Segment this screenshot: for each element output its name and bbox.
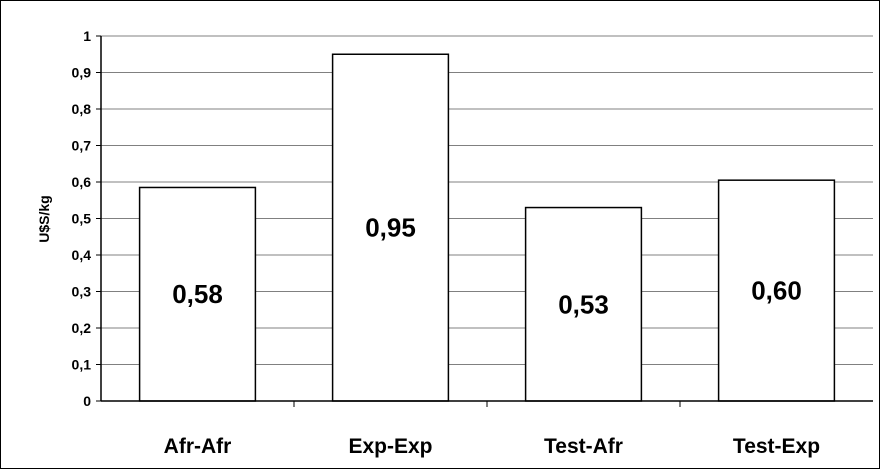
y-tick-label: 1 bbox=[83, 28, 91, 44]
y-tick-label: 0 bbox=[83, 393, 91, 409]
y-axis-title: U$S/kg bbox=[36, 195, 52, 242]
data-label: 0,60 bbox=[751, 276, 802, 306]
x-category-label: Exp-Exp bbox=[348, 435, 432, 458]
axes bbox=[96, 35, 873, 407]
y-tick-label: 0,7 bbox=[72, 138, 92, 154]
data-label: 0,53 bbox=[558, 289, 609, 319]
bar-afr-afr bbox=[138, 186, 257, 402]
x-category-label: Test-Afr bbox=[544, 435, 623, 458]
y-tick-label: 0,4 bbox=[72, 247, 92, 263]
y-tick-label: 0,2 bbox=[72, 320, 92, 336]
y-tick-label: 0,9 bbox=[72, 65, 92, 81]
x-category-label: Test-Exp bbox=[733, 435, 820, 458]
data-label: 0,58 bbox=[172, 279, 223, 309]
y-tick-label: 0,5 bbox=[72, 211, 92, 227]
bar-test-exp bbox=[717, 179, 836, 402]
labels: 0 0,1 0,2 0,3 0,4 0,5 0,6 0,7 0,8 0,9 1 0,58 Afr-Afr… bbox=[72, 28, 821, 458]
y-tick-label: 0,8 bbox=[72, 101, 92, 117]
y-tick-label: 0,6 bbox=[72, 174, 92, 190]
y-tick-label: 0,3 bbox=[72, 284, 92, 300]
bars bbox=[138, 53, 836, 402]
data-label: 0,95 bbox=[365, 213, 416, 243]
bar-exp-exp bbox=[331, 53, 450, 402]
y-tick-label: 0,1 bbox=[72, 357, 92, 373]
x-category-label: Afr-Afr bbox=[164, 435, 232, 458]
